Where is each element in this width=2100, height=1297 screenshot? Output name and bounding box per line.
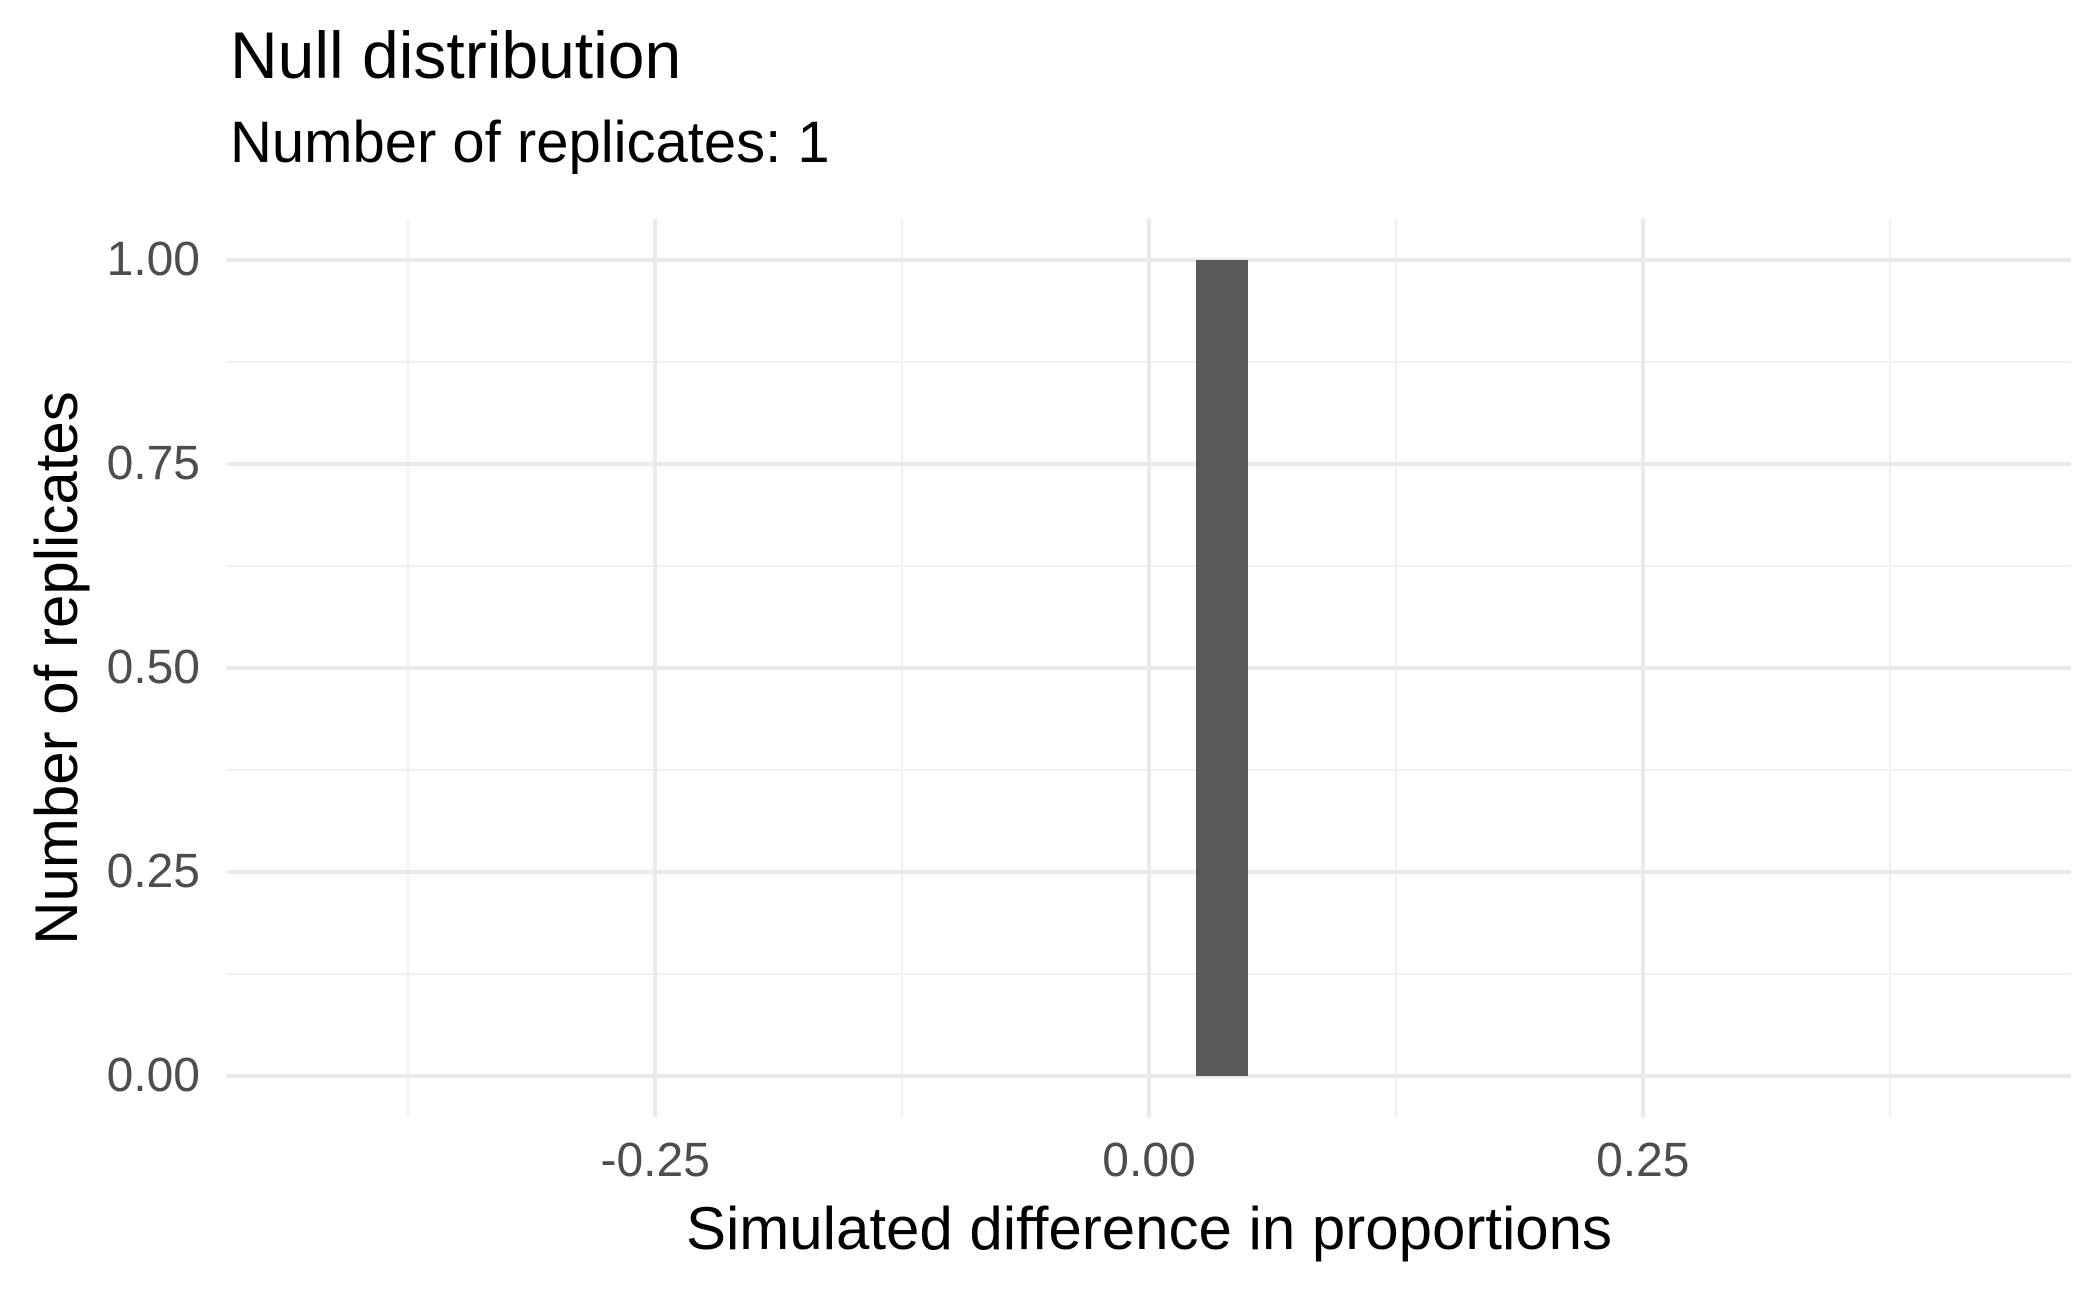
x-major-gridline (653, 219, 658, 1117)
x-axis-title: Simulated difference in proportions (685, 1195, 1613, 1262)
plot-subtitle: Number of replicates: 1 (230, 110, 830, 175)
y-tick-label: 0.75 (106, 436, 200, 490)
plot-title: Null distribution (230, 18, 682, 92)
y-tick-label: 1.00 (106, 232, 200, 286)
x-major-gridline (1147, 219, 1151, 1117)
plot-panel (227, 219, 2071, 1117)
x-major-gridline (1640, 219, 1645, 1117)
y-tick-label: 0.50 (106, 641, 200, 694)
y-tick-label: 0.00 (106, 1049, 200, 1103)
x-tick-label: 0.25 (1596, 1134, 1690, 1187)
x-tick-label: -0.25 (600, 1134, 710, 1187)
histogram-bar (1196, 259, 1248, 1077)
y-tick-label: 0.25 (106, 845, 200, 899)
x-tick-label: 0.00 (1102, 1134, 1196, 1187)
